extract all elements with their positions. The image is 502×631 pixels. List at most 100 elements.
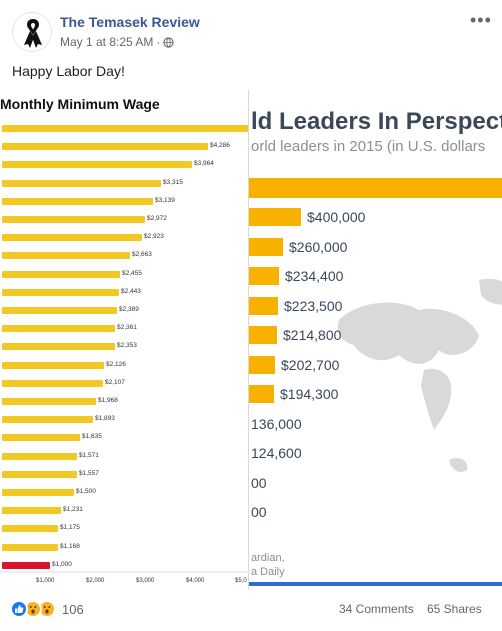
x-tick-label: $2,000 <box>86 578 105 584</box>
leader-salary-label: $202,700 <box>281 356 340 373</box>
wage-value-label: $1,175 <box>60 524 80 532</box>
wage-bar <box>2 434 80 442</box>
leader-salary-label: $260,000 <box>289 238 348 255</box>
wage-value-label: $2,663 <box>132 251 152 259</box>
wage-bar <box>2 216 145 223</box>
leader-salary-label: $194,300 <box>280 386 339 402</box>
source-line-2: a Daily <box>251 566 285 578</box>
leader-salary-label: 124,600 <box>251 445 302 461</box>
more-options-button[interactable]: ••• <box>470 10 492 30</box>
page-avatar[interactable] <box>12 12 52 52</box>
wage-value-label: $1,557 <box>79 469 99 477</box>
leader-salary-label: 136,000 <box>251 415 302 432</box>
reaction-count[interactable]: 106 <box>62 601 84 617</box>
shares-link[interactable]: 65 Shares <box>427 602 482 616</box>
wage-bar <box>2 489 74 496</box>
minimum-wage-chart: Monthly Minimum Wage $4,286 $3,964 $3,315 $… <box>0 90 248 590</box>
wage-bar <box>2 234 142 242</box>
post-message: Happy Labor Day! <box>12 63 125 79</box>
post-image[interactable]: Monthly Minimum Wage $4,286 $3,964 $3,315 $… <box>0 90 502 590</box>
wage-bar <box>2 343 115 351</box>
leader-salary-label: 00 <box>251 474 267 491</box>
wage-bar <box>2 307 117 314</box>
x-tick-label: $5,0 <box>235 578 247 584</box>
leader-salary-label: 00 <box>251 504 267 520</box>
wage-value-label: $2,126 <box>106 360 126 368</box>
leader-salary-label: $214,800 <box>283 327 342 343</box>
chart-title: Monthly Minimum Wage <box>0 96 160 112</box>
page-name-link[interactable]: The Temasek Review <box>60 14 200 30</box>
wage-bar <box>2 379 103 387</box>
black-ribbon-icon <box>24 19 42 48</box>
wage-value-label: $2,353 <box>117 342 137 350</box>
wage-bar <box>2 361 104 369</box>
wage-bar <box>2 125 248 132</box>
wage-bar <box>2 452 77 460</box>
wage-value-label: $1,500 <box>76 488 96 495</box>
leader-salary-bar <box>249 208 301 226</box>
chart-title: ld Leaders In Perspect <box>251 108 502 135</box>
wage-bar <box>2 143 208 151</box>
wage-value-label: $2,361 <box>117 324 137 332</box>
wage-value-label: $1,571 <box>79 451 99 459</box>
wage-value-label: $1,231 <box>63 506 83 514</box>
post-meta: May 1 at 8:25 AM · <box>60 35 175 49</box>
comments-link[interactable]: 34 Comments <box>339 602 414 616</box>
wage-bar <box>2 543 58 551</box>
wage-value-label: $1,968 <box>98 397 118 404</box>
reactions-summary[interactable]: 106 <box>10 600 84 618</box>
globe-icon[interactable] <box>163 36 175 48</box>
wage-bar <box>2 179 161 187</box>
meta-separator: · <box>156 35 161 49</box>
wage-value-label: $4,286 <box>210 142 230 150</box>
top-bar <box>249 178 502 198</box>
leader-salary-bar <box>249 267 279 285</box>
leader-salary-bar <box>249 296 278 315</box>
wow-icon <box>24 600 42 618</box>
leader-salary-label: $400,000 <box>307 209 366 225</box>
post-timestamp[interactable]: May 1 at 8:25 AM <box>60 35 154 49</box>
chart-subtitle: orld leaders in 2015 (in U.S. dollars <box>251 138 486 155</box>
wage-value-label: $2,107 <box>105 378 125 386</box>
leader-salary-label: $223,500 <box>284 297 343 314</box>
leader-salary-bar <box>249 355 275 374</box>
wage-value-label: $3,139 <box>155 196 175 204</box>
x-tick-label: $3,000 <box>136 578 155 584</box>
like-icon <box>10 600 28 618</box>
wage-value-label: $2,443 <box>121 287 141 295</box>
chart-axis <box>0 571 248 573</box>
world-leaders-chart: ld Leaders In Perspect orld leaders in 2… <box>249 90 502 590</box>
wage-value-label: $2,455 <box>122 269 142 277</box>
wage-bar <box>2 270 120 278</box>
wage-bar <box>2 398 96 405</box>
source-line-1: ardian, <box>251 552 285 564</box>
wage-bar <box>2 525 58 533</box>
wage-value-label: $3,315 <box>163 178 183 186</box>
wage-bar <box>2 161 192 169</box>
world-map-graphic <box>337 278 502 472</box>
panel-divider <box>248 90 249 590</box>
wage-value-label: $3,964 <box>194 160 214 168</box>
wage-bar <box>2 288 119 296</box>
leader-salary-label: $234,400 <box>285 268 344 284</box>
wage-value-label: $1,000 <box>52 560 72 568</box>
wage-bar <box>2 197 153 205</box>
x-tick-label: $1,000 <box>36 578 55 584</box>
wage-value-label: $2,972 <box>147 215 167 222</box>
wage-value-label: $2,923 <box>144 233 164 241</box>
wage-bar <box>2 252 130 260</box>
wage-bar <box>2 470 77 478</box>
wage-value-label: $1,168 <box>60 542 80 550</box>
wage-bar <box>2 325 115 333</box>
wage-bar <box>2 507 61 515</box>
leader-salary-bar <box>249 237 283 256</box>
wage-value-label: $1,635 <box>82 433 102 441</box>
bottom-rule <box>249 582 502 586</box>
wage-value-label: $1,893 <box>95 415 115 423</box>
wage-bar <box>2 561 50 569</box>
x-tick-label: $4,000 <box>186 578 205 584</box>
leader-salary-bar <box>249 326 277 344</box>
wage-bar <box>2 416 93 424</box>
leader-salary-bar <box>249 385 274 403</box>
